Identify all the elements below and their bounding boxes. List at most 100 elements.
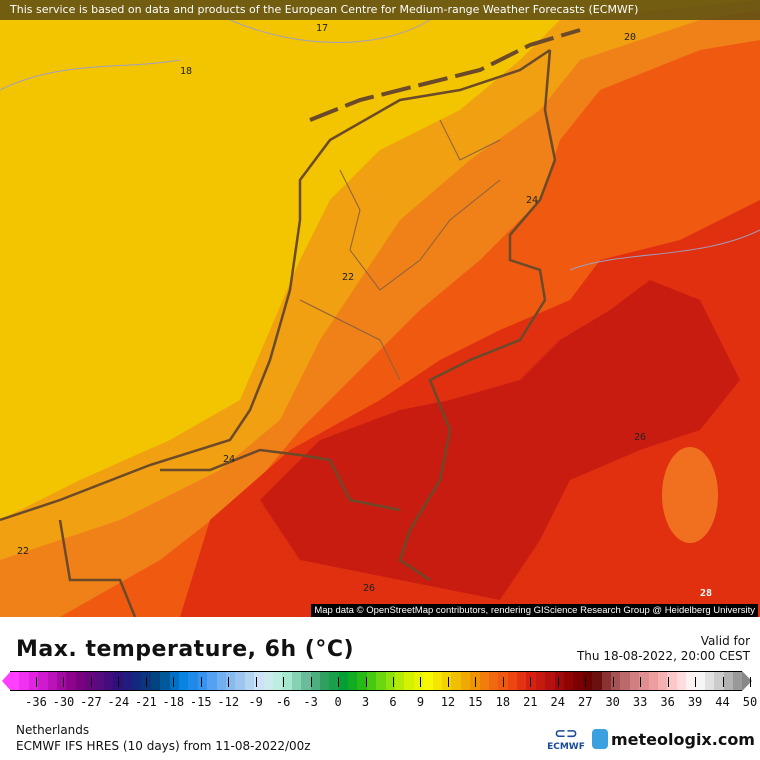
contour-label: 24	[223, 454, 236, 465]
legend-color-cell	[404, 672, 414, 690]
legend-color-cell	[263, 672, 273, 690]
legend-tick-mark	[310, 677, 312, 687]
legend-color-cell	[620, 672, 630, 690]
country-border-be	[160, 448, 401, 512]
legend-color-cell	[479, 672, 489, 690]
legend-tick-mark	[722, 677, 724, 687]
ecmwf-logo-text: ECMWF	[547, 742, 585, 752]
legend-color-cell	[28, 672, 39, 690]
legend-color-cell	[676, 672, 687, 690]
legend-color-cell	[122, 672, 133, 690]
contour-label: 20	[624, 32, 637, 43]
legend-tick-label: 44	[715, 695, 730, 709]
legend-tick-mark	[530, 677, 532, 687]
legend-tick-label: 15	[468, 695, 483, 709]
legend-tick-mark	[365, 677, 367, 687]
legend-tick-mark	[200, 677, 202, 687]
frisian-islands	[309, 28, 581, 122]
contour-label: 17	[316, 23, 329, 34]
legend-tick-label: 9	[416, 695, 425, 709]
valid-time-box: Valid for Thu 18-08-2022, 20:00 CEST	[577, 634, 750, 664]
isotherm	[0, 19, 760, 271]
meteologix-brand[interactable]: meteologix.com	[592, 729, 755, 749]
legend-color-cell	[629, 672, 640, 690]
legend-tick-label: 21	[523, 695, 538, 709]
legend-color-cell	[366, 672, 377, 690]
legend-color-cell	[657, 672, 668, 690]
zone-28	[260, 280, 740, 600]
valid-label: Valid for	[700, 634, 750, 648]
legend-color-cell	[244, 672, 255, 690]
temperature-map[interactable]: 17 18 20 24 22 24 26 22 26 28 This servi…	[0, 0, 760, 617]
legend-tick-label: -24	[107, 695, 130, 709]
legend-color-cell	[376, 672, 386, 690]
legend-color-cell	[47, 672, 57, 690]
contour-label: 26	[363, 583, 376, 594]
legend-ticks: -36 -30 -27 -24 -21 -18 -15 -12 -9 -6 -3 0 3 6 9 12 15 18…	[0, 677, 760, 710]
legend-color-cell	[507, 672, 518, 690]
legend-tick-label: 18	[495, 695, 511, 709]
legend-color-cell	[423, 672, 433, 690]
map-attribution[interactable]: Map data © OpenStreetMap contributors, r…	[311, 604, 758, 617]
legend-tick-label: -3	[303, 695, 318, 709]
legend-color-cell	[319, 672, 330, 690]
legend-color-cell	[348, 672, 358, 690]
legend-color-cell	[488, 672, 499, 690]
legend-color-cell	[38, 672, 48, 690]
legend-tick-mark	[420, 677, 422, 687]
legend-color-cell	[282, 672, 292, 690]
legend-color-cell	[554, 672, 565, 690]
legend-color-cell	[441, 672, 452, 690]
legend-color-cell	[254, 672, 264, 690]
legend-tick-mark	[557, 677, 559, 687]
ecmwf-logo: ⊂⊃ ECMWF	[547, 726, 585, 752]
color-legend-bar	[10, 671, 743, 691]
legend-color-cell	[150, 672, 161, 690]
legend-color-cell	[75, 672, 86, 690]
legend-tick-mark	[585, 677, 587, 687]
legend-tick-label: -36	[25, 695, 47, 709]
legend-color-cell	[564, 672, 574, 690]
legend-color-cell	[733, 672, 743, 690]
legend-tick-label: 6	[389, 695, 397, 709]
legend-tick-label: 3	[361, 695, 370, 709]
country-border-nl-de	[398, 49, 557, 582]
legend-color-cell	[329, 672, 339, 690]
legend-tick-mark	[695, 677, 697, 687]
zone-cool-spot	[662, 447, 718, 543]
contour-label: 22	[17, 546, 30, 557]
legend-color-cell	[85, 672, 95, 690]
legend-color-cell	[179, 672, 189, 690]
contour-label: 26	[634, 432, 647, 443]
legend-tick-label: 33	[632, 695, 648, 709]
legend-color-cell	[132, 672, 142, 690]
brand-text: meteologix.com	[611, 729, 755, 749]
contour-label: 18	[180, 66, 193, 77]
legend-color-cell	[310, 672, 320, 690]
contour-label: 22	[342, 272, 355, 283]
legend-tick-label: -15	[189, 695, 212, 709]
legend-tick-mark	[255, 677, 257, 687]
legend-color-cell	[197, 672, 208, 690]
province-borders	[299, 119, 501, 381]
legend-color-cell	[413, 672, 424, 690]
legend-color-cell	[611, 672, 621, 690]
legend-tick-mark	[393, 677, 394, 687]
legend-color-cell	[272, 672, 283, 690]
legend-color-cell	[235, 672, 245, 690]
model-run: ECMWF IFS HRES (10 days) from 11-08-2022…	[16, 739, 311, 753]
legend-max-arrow	[742, 671, 752, 691]
legend-color-cell	[291, 672, 302, 690]
legend-tick-mark	[338, 677, 340, 687]
legend-tick-mark	[640, 677, 642, 687]
legend-tick-mark	[502, 677, 504, 687]
legend-color-cell	[686, 672, 696, 690]
legend-color-cell	[517, 672, 527, 690]
legend-color-cell	[160, 672, 170, 690]
legend-tick-mark	[283, 677, 285, 687]
legend-tick-label: -6	[275, 695, 291, 709]
ecmwf-disclaimer-banner: This service is based on data and produc…	[0, 0, 760, 20]
legend-tick-label: 24	[550, 695, 565, 709]
legend-tick-mark	[612, 677, 614, 687]
legend-color-cell	[451, 672, 461, 690]
